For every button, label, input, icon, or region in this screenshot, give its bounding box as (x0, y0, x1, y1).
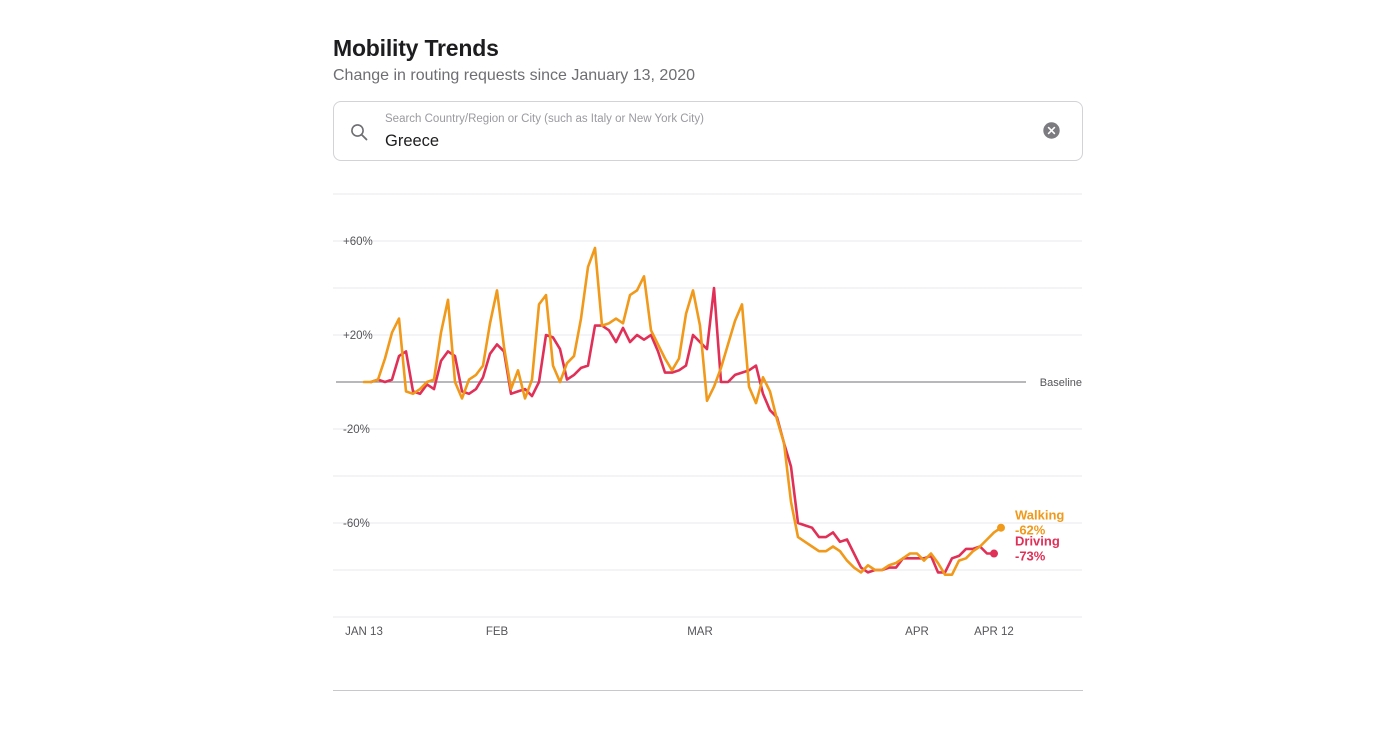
y-tick-label: +60% (343, 236, 373, 248)
series-value-driving: -73% (1015, 549, 1046, 564)
baseline: Baseline (336, 377, 1082, 389)
series-value-walking: -62% (1015, 523, 1046, 538)
y-tick-label: +20% (343, 330, 373, 342)
y-tick-label: -60% (343, 518, 370, 530)
series-end-dot-driving (990, 549, 998, 558)
search-field[interactable]: Search Country/Region or City (such as I… (333, 101, 1083, 161)
series-labels: Walking-62%Driving-73% (1015, 508, 1064, 564)
series-line-driving (369, 286, 996, 574)
series-name-walking: Walking (1015, 508, 1064, 523)
series-lines (362, 246, 1005, 577)
x-tick-label: JAN 13 (345, 626, 383, 638)
x-axis-ticks: JAN 13 FEB MAR APR APR 12 (345, 626, 1014, 638)
x-tick-label: MAR (687, 626, 713, 638)
x-tick-label: FEB (486, 626, 509, 638)
y-tick-label: -20% (343, 424, 370, 436)
x-tick-label: APR 12 (974, 626, 1014, 638)
baseline-label: Baseline (1040, 377, 1082, 389)
page-subtitle: Change in routing requests since January… (333, 67, 696, 84)
series-line-walking (362, 246, 1003, 577)
page-title: Mobility Trends (333, 35, 499, 61)
x-tick-label: APR (905, 626, 929, 638)
bottom-divider (333, 690, 1083, 691)
search-icon (351, 124, 368, 141)
search-placeholder: Search Country/Region or City (such as I… (385, 113, 704, 125)
clear-icon[interactable] (1043, 122, 1060, 139)
series-end-dot-walking (997, 523, 1005, 532)
series-name-driving: Driving (1015, 534, 1060, 549)
y-axis-ticks: +60% +20% -20% -60% (343, 236, 373, 530)
search-input[interactable]: Greece (385, 132, 440, 150)
